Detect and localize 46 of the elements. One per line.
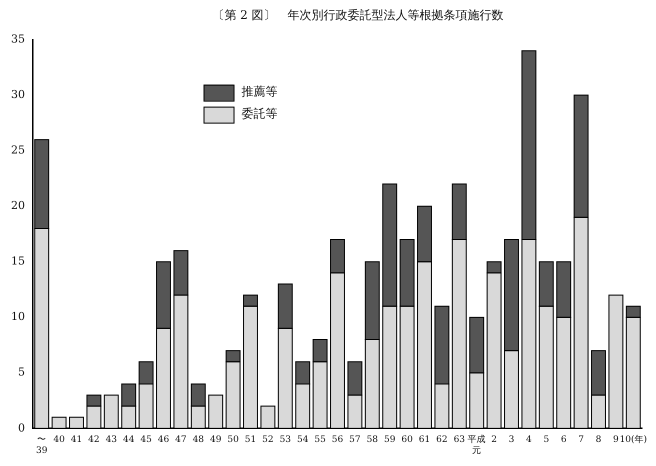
x-tick-label: 平成元 bbox=[468, 434, 486, 456]
y-tick-label: 35 bbox=[10, 32, 25, 46]
x-tick-label: 56 bbox=[332, 435, 344, 446]
x-tick-label: 43 bbox=[106, 435, 118, 446]
x-tick-label: 47 bbox=[175, 435, 187, 446]
x-tick-label: 〜 39 bbox=[36, 435, 48, 456]
y-tick-label: 25 bbox=[10, 144, 25, 157]
x-tick-label: 51 bbox=[244, 435, 256, 446]
x-tick-label: 57 bbox=[349, 435, 361, 446]
x-tick-label: 62 bbox=[436, 435, 448, 446]
x-tick-label: 54 bbox=[296, 435, 309, 446]
x-tick-label: 45 bbox=[140, 435, 152, 446]
y-tick-label: 10 bbox=[10, 310, 25, 324]
x-tick-label: 52 bbox=[262, 435, 274, 446]
x-tick-label: 50 bbox=[227, 435, 240, 446]
x-tick-label: 49 bbox=[210, 435, 222, 446]
x-tick-label: 9 bbox=[613, 435, 620, 446]
legend-label: 委託等 bbox=[242, 106, 278, 121]
x-tick-label: 5 bbox=[543, 435, 550, 446]
x-tick-label: 63 bbox=[454, 435, 466, 446]
x-tick-label: 42 bbox=[88, 435, 100, 446]
x-tick-label: 44 bbox=[122, 435, 135, 446]
x-tick-label: 61 bbox=[418, 435, 430, 446]
x-tick-label: 4 bbox=[526, 435, 532, 446]
y-tick-label: 5 bbox=[18, 366, 25, 379]
x-tick-label: 58 bbox=[366, 435, 378, 446]
y-tick-label: 30 bbox=[10, 88, 25, 101]
y-tick-label: 20 bbox=[10, 199, 25, 212]
x-tick-label: 55 bbox=[314, 435, 326, 446]
x-tick-label: 40 bbox=[53, 435, 66, 446]
legend-label: 推薦等 bbox=[242, 84, 278, 99]
x-tick-label: 41 bbox=[70, 435, 82, 446]
chart-title: 〔第 2 図〕 年次別行政委託型法人等根拠条項施行数 bbox=[211, 7, 505, 24]
x-tick-label: 59 bbox=[384, 435, 396, 446]
x-tick-label: 10(年) bbox=[620, 434, 648, 446]
y-tick-label: 0 bbox=[18, 421, 25, 434]
x-tick-label: 2 bbox=[491, 435, 497, 446]
x-tick-label: 7 bbox=[578, 435, 584, 446]
x-tick-label: 46 bbox=[158, 435, 170, 446]
x-tick-label: 6 bbox=[560, 435, 567, 446]
x-tick-label: 8 bbox=[596, 435, 602, 446]
x-tick-label: 48 bbox=[192, 435, 204, 446]
x-tick-label: 3 bbox=[508, 435, 515, 446]
y-tick-label: 15 bbox=[10, 254, 25, 268]
x-tick-label: 60 bbox=[401, 435, 414, 446]
x-tick-label: 53 bbox=[280, 435, 292, 446]
